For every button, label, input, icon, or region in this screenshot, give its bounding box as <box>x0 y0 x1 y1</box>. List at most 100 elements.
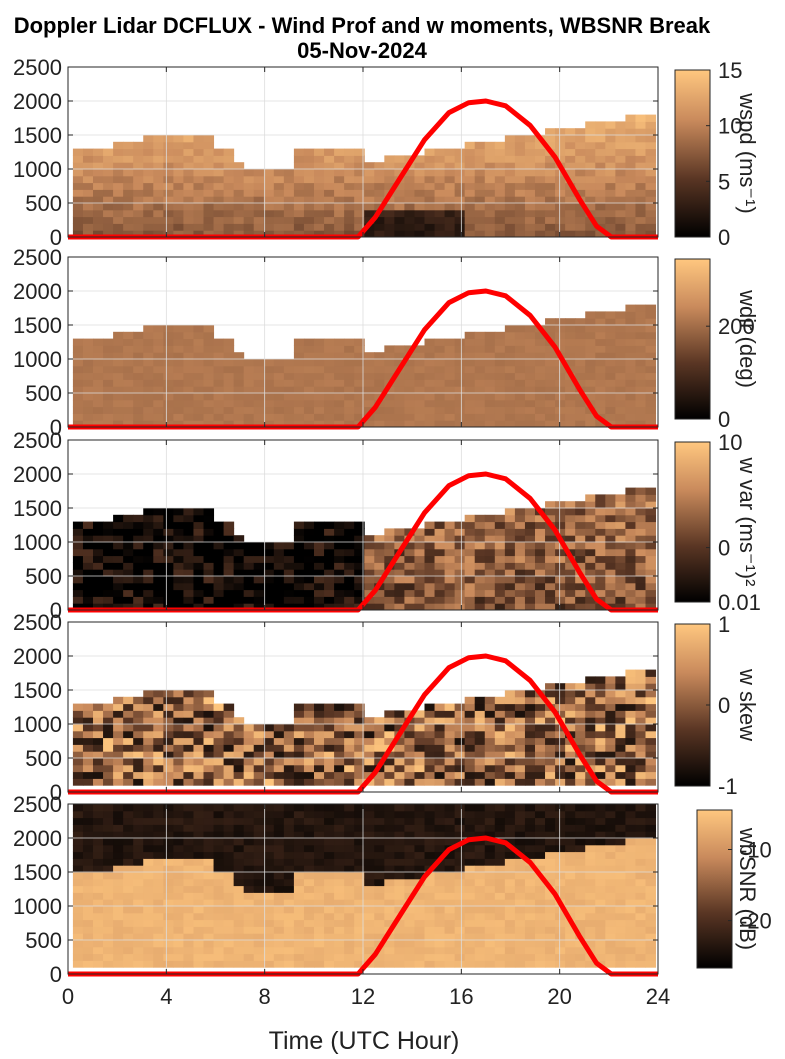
heatmap-cell <box>133 155 144 163</box>
heatmap-cell <box>605 569 616 577</box>
heatmap-cell <box>314 148 325 156</box>
heatmap-cell <box>545 535 556 543</box>
heatmap-cell <box>103 175 114 184</box>
heatmap-cell <box>213 203 225 211</box>
heatmap-cell <box>303 865 315 873</box>
heatmap-cell <box>615 494 626 502</box>
heatmap-cell <box>133 737 144 745</box>
heatmap-cell <box>163 345 174 353</box>
heatmap-cell <box>163 555 174 563</box>
heatmap-cell <box>524 878 536 887</box>
heatmap-cell <box>444 758 456 766</box>
heatmap-cell <box>454 817 466 825</box>
heatmap-cell <box>524 325 536 333</box>
heatmap-cell <box>273 926 285 934</box>
heatmap-cell <box>645 569 657 577</box>
heatmap-cell <box>133 724 144 732</box>
heatmap-cell <box>153 878 164 887</box>
heatmap-cell <box>293 162 305 170</box>
heatmap-cell <box>565 858 576 866</box>
heatmap-cell <box>273 831 285 839</box>
heatmap-cell <box>625 824 636 832</box>
heatmap-cell <box>253 230 265 238</box>
heatmap-cell <box>314 379 325 387</box>
heatmap-cell <box>565 189 576 197</box>
heatmap-cell <box>424 209 436 218</box>
heatmap-cell <box>474 872 486 880</box>
heatmap-cell <box>434 717 446 725</box>
heatmap-cell <box>545 128 556 136</box>
heatmap-cell <box>354 838 365 846</box>
heatmap-cell <box>575 589 586 597</box>
heatmap-cell <box>344 724 355 732</box>
heatmap-cell <box>344 758 355 766</box>
heatmap-cell <box>474 413 486 421</box>
heatmap-cell <box>143 406 154 414</box>
heatmap-cell <box>123 582 134 591</box>
heatmap-cell <box>645 582 657 591</box>
heatmap-cell <box>173 372 184 380</box>
heatmap-cell <box>263 865 275 873</box>
heatmap-cell <box>454 562 466 570</box>
heatmap-cell <box>605 953 616 961</box>
heatmap-cell <box>143 576 154 584</box>
heatmap-cell <box>143 325 154 333</box>
heatmap-cell <box>605 508 616 516</box>
heatmap-cell <box>645 865 657 873</box>
heatmap-cell <box>133 710 144 718</box>
heatmap-cell <box>384 542 395 550</box>
heatmap-cell <box>545 576 556 584</box>
heatmap-cell <box>173 919 184 927</box>
heatmap-cell <box>293 148 305 156</box>
heatmap-cell <box>354 919 365 927</box>
heatmap-cell <box>534 919 546 927</box>
heatmap-cell <box>364 844 375 853</box>
heatmap-cell <box>293 223 305 231</box>
heatmap-cell <box>555 230 566 238</box>
heatmap-cell <box>605 542 616 550</box>
heatmap-cell <box>163 399 174 408</box>
heatmap-cell <box>183 562 194 570</box>
heatmap-cell <box>605 878 616 887</box>
heatmap-cell <box>243 899 255 907</box>
heatmap-cell <box>364 831 375 839</box>
heatmap-cell <box>72 216 84 224</box>
heatmap-cell <box>585 676 596 684</box>
heatmap-cell <box>484 203 496 211</box>
heatmap-cell <box>354 359 365 367</box>
heatmap-cell <box>524 717 536 725</box>
heatmap-cell <box>474 933 486 941</box>
heatmap-cell <box>615 912 626 921</box>
heatmap-cell <box>565 751 576 759</box>
heatmap-cell <box>374 162 385 170</box>
heatmap-cell <box>514 744 526 752</box>
heatmap-cell <box>474 946 486 955</box>
heatmap-cell <box>273 778 285 786</box>
heatmap-cell <box>625 216 636 224</box>
heatmap-cell <box>223 940 235 948</box>
heatmap-cell <box>474 345 486 353</box>
heatmap-cell <box>524 169 536 177</box>
heatmap-cell <box>113 764 124 773</box>
heatmap-cell <box>223 603 235 611</box>
heatmap-cell <box>545 393 556 401</box>
heatmap-cell <box>474 703 486 711</box>
heatmap-cell <box>595 737 606 745</box>
heatmap-cell <box>635 121 646 129</box>
heatmap-cell <box>464 169 476 177</box>
heatmap-cell <box>635 576 646 584</box>
heatmap-cell <box>565 148 576 156</box>
heatmap-cell <box>534 562 546 570</box>
heatmap-cell <box>434 926 446 934</box>
heatmap-cell <box>454 189 466 197</box>
heatmap-cell <box>555 582 566 591</box>
heatmap-cell <box>404 844 415 853</box>
heatmap-cell <box>645 831 657 839</box>
heatmap-cell <box>645 878 657 887</box>
colorbar <box>696 809 733 969</box>
heatmap-cell <box>514 764 526 773</box>
heatmap-cell <box>103 831 114 839</box>
heatmap-cell <box>444 223 456 231</box>
heatmap-cell <box>404 960 415 968</box>
